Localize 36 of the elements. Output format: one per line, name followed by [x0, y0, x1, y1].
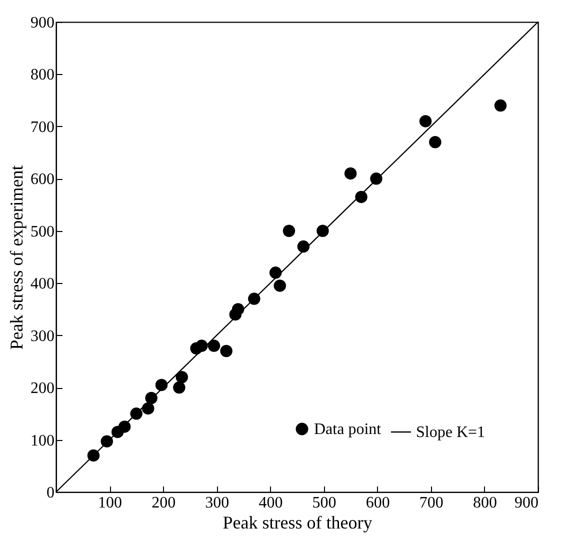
y-axis-title: Peak stress of experiment — [6, 165, 26, 350]
x-tick-label: 300 — [205, 494, 230, 512]
y-tick-label: 800 — [30, 66, 54, 84]
x-tick-label: 800 — [472, 494, 497, 512]
x-tick-label: 600 — [366, 494, 390, 512]
point — [173, 381, 186, 394]
point — [494, 99, 507, 112]
point — [269, 266, 282, 279]
x-tick-label: 900 — [514, 494, 538, 512]
point — [344, 167, 357, 180]
legend-label: Slope K=1 — [416, 424, 486, 441]
y-tick-label: 700 — [30, 118, 54, 136]
legend-label: Data point — [314, 421, 382, 438]
x-tick-label: 200 — [152, 494, 176, 512]
point — [196, 340, 208, 352]
x-tick-label: 500 — [312, 494, 336, 512]
point — [176, 371, 188, 384]
point — [419, 115, 432, 128]
y-tick-label: 300 — [30, 328, 54, 345]
point — [220, 344, 232, 358]
point — [282, 224, 296, 237]
x-axis-title: Peak stress of theory — [222, 512, 372, 532]
y-tick-label: 500 — [30, 223, 54, 240]
x-tick-label: 100 — [98, 494, 122, 512]
point — [208, 340, 220, 352]
point — [232, 303, 244, 316]
point — [274, 280, 286, 292]
y-tick-label: 200 — [30, 380, 54, 398]
y-tick-label: 0 — [46, 484, 54, 502]
point — [429, 136, 442, 148]
y-tick-label: 100 — [30, 432, 54, 450]
y-tick-label: 400 — [30, 276, 54, 293]
x-tick-label: 700 — [419, 494, 444, 512]
y-tick-label: 900 — [30, 14, 54, 32]
x-tick-label: 400 — [258, 494, 283, 512]
y-tick-label: 600 — [30, 171, 54, 188]
